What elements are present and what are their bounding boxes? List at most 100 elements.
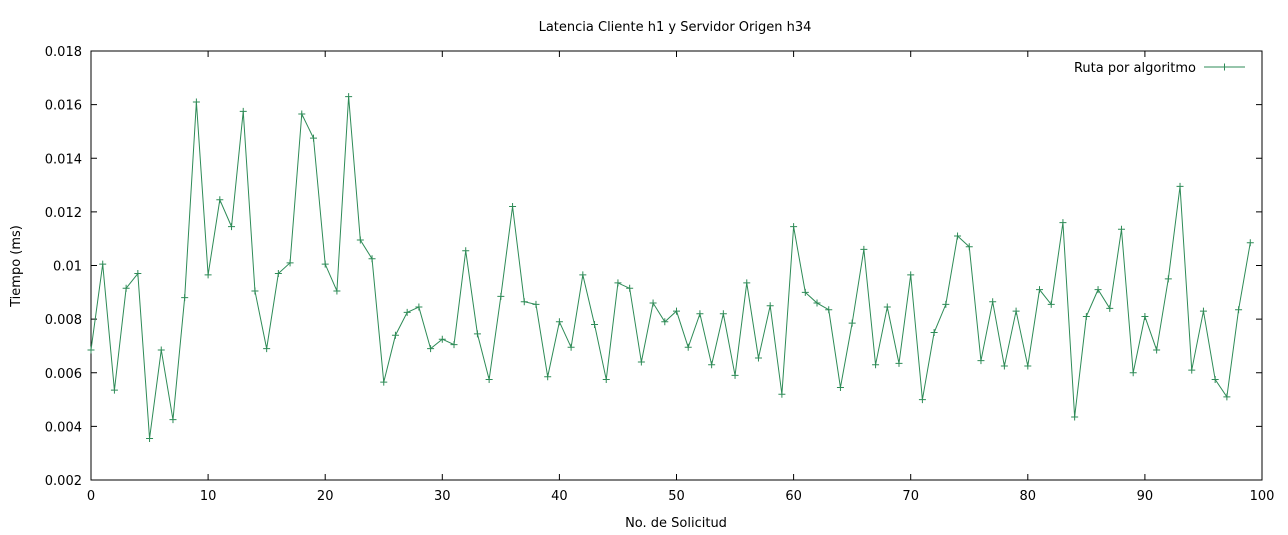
plot-border (90, 50, 1263, 481)
data-point (450, 341, 458, 349)
data-point (415, 303, 423, 311)
x-tick-label: 0 (87, 489, 95, 504)
data-point (228, 223, 236, 231)
data-point (309, 134, 317, 142)
data-point (251, 287, 259, 295)
data-point (110, 386, 118, 394)
y-tick-label: 0.01 (53, 260, 82, 275)
y-tick-label: 0.006 (45, 367, 82, 382)
data-point (626, 284, 634, 292)
y-tick-label: 0.008 (45, 313, 82, 328)
data-point (333, 287, 341, 295)
x-tick-label: 80 (1020, 489, 1037, 504)
data-point (836, 383, 844, 391)
legend-label: Ruta por algoritmo (1074, 61, 1196, 76)
data-point (567, 343, 575, 351)
data-point (778, 390, 786, 398)
data-point (181, 294, 189, 302)
data-point (532, 300, 540, 308)
data-point (204, 271, 212, 279)
chart-title: Latencia Cliente h1 y Servidor Origen h3… (539, 20, 812, 35)
data-point (1199, 307, 1207, 315)
data-point (485, 375, 493, 383)
data-point (907, 271, 915, 279)
data-point (509, 203, 517, 211)
data-point (743, 279, 751, 287)
data-point (673, 307, 680, 315)
data-point (438, 335, 446, 343)
data-point (918, 396, 926, 404)
y-tick-label: 0.014 (45, 152, 82, 167)
y-axis: 0.002 0.004 0.006 0.008 0.01 0.012 0.014 0.016 0… (45, 45, 1262, 489)
data-point (1235, 306, 1243, 314)
data-point (403, 308, 411, 316)
data-point (1188, 366, 1196, 374)
data-point (1211, 375, 1219, 383)
x-tick-label: 30 (434, 489, 451, 504)
data-point (157, 346, 165, 354)
data-point (637, 358, 645, 366)
data-point (1094, 286, 1102, 294)
y-tick-label: 0.012 (45, 206, 82, 221)
data-point (977, 357, 985, 365)
data-point (1141, 312, 1149, 320)
data-point (1223, 393, 1231, 401)
data-point (661, 318, 669, 326)
data-point (930, 329, 938, 337)
data-point (954, 232, 962, 240)
data-point (602, 375, 610, 383)
data-point (345, 93, 353, 101)
series-layer (87, 93, 1254, 442)
x-tick-label: 10 (200, 489, 217, 504)
data-point (391, 331, 399, 339)
data-point (848, 319, 856, 327)
data-point (801, 288, 809, 296)
data-point (1117, 225, 1125, 233)
legend-marker (1221, 63, 1228, 71)
y-tick-label: 0.002 (45, 474, 82, 489)
x-tick-label: 20 (317, 489, 334, 504)
data-point (1024, 362, 1032, 370)
data-point (579, 271, 587, 279)
y-axis-label: Tiempo (ms) (9, 225, 24, 308)
data-point (1059, 219, 1067, 227)
data-point (649, 299, 657, 307)
data-point (473, 330, 481, 338)
x-tick-label: 50 (668, 489, 685, 504)
x-tick-label: 60 (785, 489, 802, 504)
data-point (321, 260, 329, 268)
data-point (520, 298, 528, 306)
data-point (1071, 413, 1079, 421)
x-tick-label: 40 (551, 489, 568, 504)
data-point (1246, 239, 1254, 247)
data-point (298, 110, 306, 118)
data-point (462, 247, 470, 255)
data-point (1047, 300, 1055, 308)
data-point (766, 302, 774, 310)
data-point (192, 98, 200, 106)
data-point (1164, 275, 1172, 283)
data-point (87, 346, 95, 354)
x-tick-label: 90 (1137, 489, 1154, 504)
data-point (1106, 304, 1114, 312)
data-point (134, 270, 142, 278)
data-point (380, 378, 388, 386)
data-point (169, 416, 177, 424)
data-point (872, 361, 880, 369)
data-point (942, 300, 950, 308)
data-point (825, 306, 833, 314)
data-point (146, 434, 154, 442)
data-point (790, 223, 798, 231)
x-axis-label: No. de Solicitud (625, 516, 727, 531)
x-axis: 0 10 20 30 40 50 60 70 80 90 100 (87, 51, 1275, 504)
data-point (1153, 346, 1161, 354)
data-point (1129, 369, 1137, 377)
data-point (591, 320, 599, 328)
y-tick-label: 0.004 (45, 420, 82, 435)
data-point (427, 345, 435, 353)
data-point (1012, 307, 1020, 315)
x-tick-label: 100 (1250, 489, 1275, 504)
data-point (356, 236, 364, 244)
legend-sample (1204, 63, 1245, 71)
